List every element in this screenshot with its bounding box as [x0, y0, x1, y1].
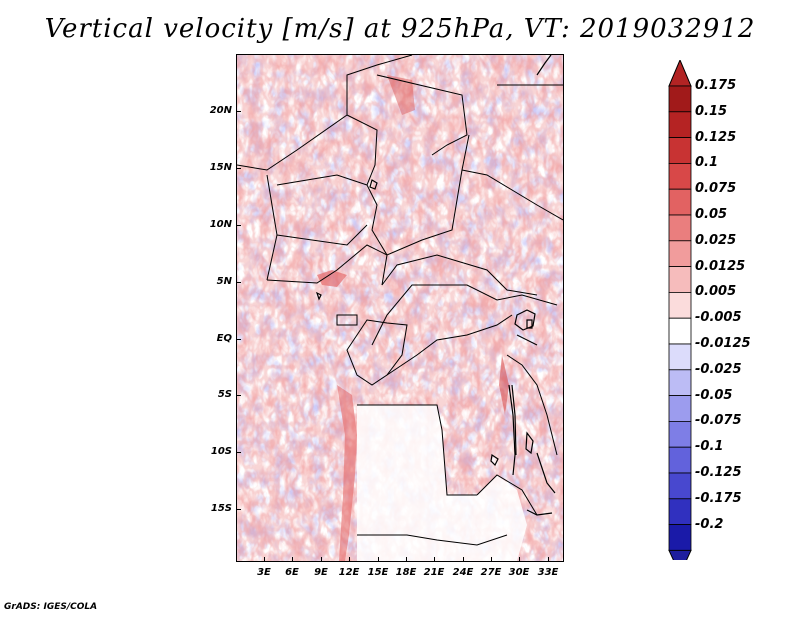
colorbar-label: 0.125	[695, 129, 737, 145]
lon-label-6e: 6E	[285, 567, 299, 578]
colorbar-segment	[668, 214, 692, 242]
lat-label-10n: 10N	[209, 219, 232, 230]
lat-label-5s: 5S	[217, 389, 232, 400]
colorbar-label: -0.1	[695, 439, 724, 455]
lon-label-27e: 27E	[480, 567, 502, 578]
map-field-svg	[237, 55, 563, 561]
map-plot-area	[236, 54, 564, 562]
lon-label-30e: 30E	[508, 567, 530, 578]
colorbar-label: 0.05	[695, 207, 728, 222]
lon-tick	[548, 557, 549, 562]
lat-tick	[236, 452, 241, 453]
lat-tick	[236, 339, 241, 340]
colorbar-label: 0.15	[695, 103, 728, 119]
colorbar-segment	[668, 266, 692, 293]
colorbar-bottom-arrow	[668, 549, 692, 560]
lon-label-21e: 21E	[423, 567, 445, 578]
lon-label-9e: 9E	[314, 567, 328, 578]
colorbar-label: -0.2	[695, 516, 724, 532]
colorbar-label: -0.05	[695, 387, 733, 403]
lon-label-3e: 3E	[257, 567, 271, 578]
lon-tick	[434, 557, 435, 562]
lat-label-5n: 5N	[216, 276, 232, 287]
lat-tick	[236, 282, 241, 283]
colorbar-top-arrow	[668, 60, 692, 87]
lat-tick	[236, 395, 241, 396]
lon-label-12e: 12E	[338, 567, 360, 578]
lon-tick	[463, 557, 464, 562]
lat-tick	[236, 509, 241, 510]
lon-label-33e: 33E	[537, 567, 559, 578]
colorbar-label: -0.025	[695, 361, 742, 377]
colorbar-label: -0.125	[695, 465, 742, 480]
lon-label-24e: 24E	[452, 567, 474, 578]
colorbar-segment	[668, 137, 692, 164]
colorbar-label: -0.0125	[695, 336, 751, 351]
lon-tick	[349, 557, 350, 562]
colorbar-label: -0.075	[695, 413, 742, 429]
lon-tick	[264, 557, 265, 562]
colorbar-label: -0.175	[695, 490, 742, 506]
colorbar-label: 0.005	[695, 284, 737, 300]
colorbar-segment	[668, 472, 692, 500]
colorbar-segment	[668, 498, 692, 525]
lon-label-18e: 18E	[395, 567, 417, 578]
colorbar-label: 0.0125	[695, 258, 746, 274]
colorbar-label: 0.1	[695, 155, 719, 171]
colorbar-label: -0.005	[695, 310, 742, 326]
lon-tick	[378, 557, 379, 562]
chart-title: Vertical velocity [m/s] at 925hPa, VT: 2…	[44, 14, 756, 44]
lon-tick	[406, 557, 407, 562]
colorbar-segment	[668, 343, 692, 371]
colorbar-segment	[668, 111, 692, 138]
colorbar-segment	[668, 317, 692, 345]
colorbar-segment	[668, 85, 692, 113]
colorbar-segment	[668, 395, 692, 422]
colorbar-segment	[668, 291, 692, 319]
lat-label-15s: 15S	[210, 503, 232, 514]
lat-label-20n: 20N	[209, 105, 232, 116]
colorbar-label: 0.075	[695, 181, 737, 197]
country-borders	[237, 55, 563, 546]
colorbar-segment	[668, 240, 692, 268]
lat-label-10s: 10S	[210, 446, 232, 457]
lon-label-15e: 15E	[367, 567, 389, 578]
lon-tick	[292, 557, 293, 562]
lon-tick	[519, 557, 520, 562]
colorbar	[668, 60, 692, 560]
colorbar-segment	[668, 369, 692, 396]
colorbar-segment	[668, 163, 692, 190]
colorbar-label: 0.175	[695, 78, 737, 93]
colorbar-segment	[668, 524, 692, 551]
grads-credit: GrADS: IGES/COLA	[4, 602, 98, 612]
lat-label-15n: 15N	[209, 162, 232, 173]
lakes-and-coast	[315, 55, 556, 516]
colorbar-label: 0.025	[695, 232, 737, 248]
lat-tick	[236, 168, 241, 169]
lon-tick	[321, 557, 322, 562]
colorbar-segment	[668, 420, 692, 448]
lat-tick	[236, 225, 241, 226]
lon-tick	[491, 557, 492, 562]
lat-label-eq: EQ	[216, 333, 232, 344]
colorbar-segment	[668, 188, 692, 216]
lat-tick	[236, 111, 241, 112]
colorbar-segment	[668, 446, 692, 474]
